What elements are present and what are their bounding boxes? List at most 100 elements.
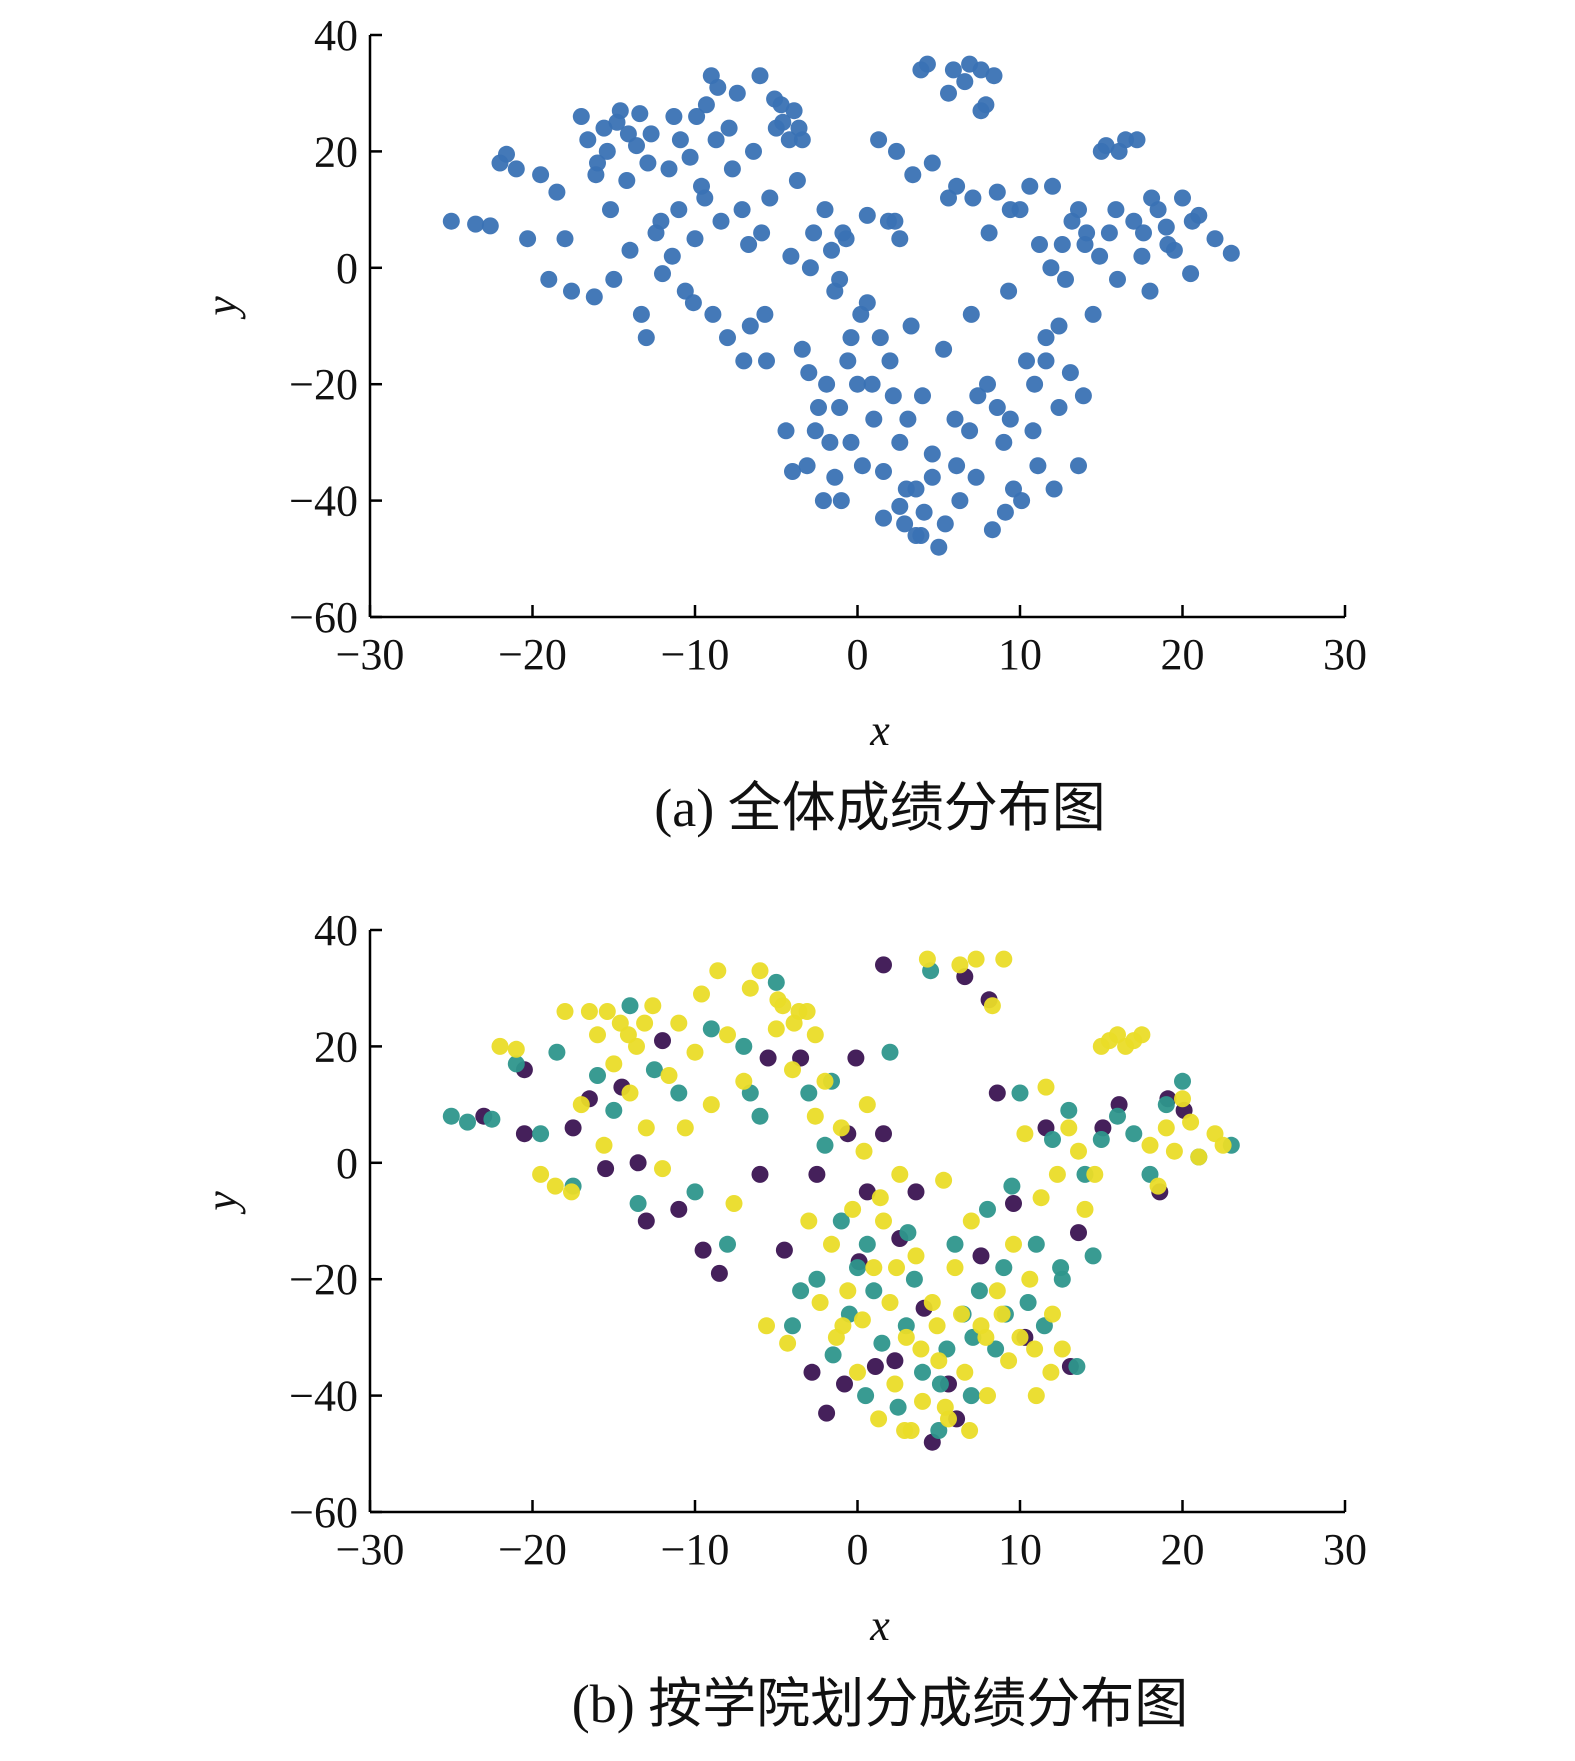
panel-b-point: [1032, 1189, 1050, 1207]
panel-b-point: [962, 1387, 980, 1405]
panel-b-x-tick-label: −30: [336, 1525, 405, 1574]
panel-a-point: [1042, 259, 1060, 277]
panel-a-point: [896, 515, 914, 533]
panel-b-point: [548, 1043, 566, 1061]
panel-a-point: [741, 317, 759, 335]
panel-a-point: [735, 352, 753, 370]
panel-a-y-tick-label: 40: [314, 11, 358, 60]
panel-a-point: [790, 119, 808, 137]
panel-a-point: [944, 61, 962, 79]
panel-a-point: [1084, 305, 1102, 323]
panel-b-point: [811, 1294, 829, 1311]
panel-a-point: [442, 212, 460, 230]
panel-a-y-tick-label: 0: [336, 244, 358, 293]
panel-b-point: [654, 1160, 671, 1178]
panel-a-point: [814, 492, 832, 510]
panel-b-point: [507, 1040, 525, 1058]
panel-b-point: [735, 1037, 753, 1055]
panel-a-point: [995, 433, 1013, 451]
panel-a-x-tick-label: −20: [498, 630, 567, 679]
panel-b-point: [946, 1235, 964, 1253]
panel-a-point: [572, 108, 590, 125]
panel-a-point: [631, 105, 649, 123]
panel-b-point: [572, 1096, 590, 1114]
panel-b-point: [888, 1259, 905, 1277]
panel-a-point: [1109, 270, 1126, 288]
panel-b-point: [1174, 1090, 1191, 1108]
panel-a-point: [891, 230, 909, 248]
panel-a-point: [1050, 317, 1068, 335]
panel-b-point: [808, 1165, 826, 1183]
panel-b-point: [1182, 1113, 1200, 1131]
panel-b-point: [858, 1183, 876, 1201]
panel-a-point: [849, 375, 866, 393]
panel-b-point: [1000, 1352, 1018, 1370]
panel-a-point: [766, 90, 784, 108]
panel-a-point: [798, 457, 816, 475]
panel-b-point: [930, 1352, 948, 1370]
panel-b-point: [1070, 1224, 1087, 1242]
panel-a-point: [891, 497, 909, 515]
panel-b-point: [871, 1189, 889, 1207]
panel-b-point: [1026, 1340, 1044, 1358]
panel-a-point: [467, 215, 485, 233]
panel-a-point: [881, 352, 899, 370]
panel-b-point: [686, 1183, 704, 1201]
panel-b-point: [1053, 1270, 1071, 1288]
panel-b-point: [1044, 1305, 1061, 1323]
panel-a-point: [785, 102, 803, 120]
panel-a-point: [1013, 492, 1031, 510]
panel-a-point: [1091, 247, 1109, 265]
panel-a-point: [831, 399, 849, 416]
panel-a-point: [621, 241, 639, 259]
panel-a-point: [996, 503, 1014, 521]
panel-b-point: [686, 1043, 704, 1061]
panel-b-axes: [368, 930, 1345, 1514]
panel-b-point: [1157, 1119, 1175, 1137]
panel-a-point: [875, 463, 892, 480]
panel-a-point: [1053, 236, 1071, 253]
panel-b-point: [914, 1363, 931, 1381]
panel-a-point: [632, 305, 650, 323]
panel-b-y-tick-label: 40: [314, 906, 358, 955]
panel-b-point: [779, 1334, 797, 1352]
panel-b-point: [853, 1311, 871, 1329]
panel-b-point: [702, 1096, 720, 1114]
panel-b-point: [709, 962, 727, 980]
panel-b-point: [930, 1422, 948, 1439]
panel-a-point: [962, 305, 980, 323]
panel-b-point: [792, 1282, 810, 1300]
panel-a-point: [681, 148, 699, 166]
panel-b-point: [881, 1043, 899, 1061]
panel-a-point: [853, 457, 871, 475]
panel-a-point: [806, 422, 824, 440]
panel-b-point: [1157, 1096, 1175, 1114]
panel-a-point: [707, 131, 725, 149]
panel-a-point: [756, 305, 774, 323]
panel-a-point: [753, 224, 771, 242]
panel-a-point: [780, 131, 798, 149]
panel-b-point: [589, 1026, 606, 1044]
panel-b-point: [995, 1259, 1013, 1277]
panel-b-point: [961, 1422, 979, 1439]
panel-a-point: [985, 67, 1003, 85]
panel-b-point: [589, 1067, 606, 1084]
panel-b-point: [1060, 1101, 1078, 1119]
panel-a-point: [871, 329, 889, 347]
panel-a-point: [1024, 422, 1042, 440]
panel-a-point: [1143, 189, 1161, 207]
panel-b-point: [605, 1101, 623, 1119]
panel-b-point: [1086, 1165, 1104, 1183]
panel-a-point: [548, 183, 566, 201]
panel-b-points: [442, 950, 1240, 1451]
panel-b-point: [1060, 1119, 1078, 1137]
panel-a-point: [1183, 212, 1201, 230]
panel-a-y-tick-label: −60: [289, 593, 358, 642]
panel-b-point: [993, 1305, 1011, 1323]
panel-b-point: [1068, 1358, 1086, 1375]
panel-a-point: [967, 468, 985, 486]
panel-b-point: [644, 997, 662, 1015]
panel-a-point: [1078, 224, 1096, 242]
panel-b-point: [834, 1317, 852, 1335]
